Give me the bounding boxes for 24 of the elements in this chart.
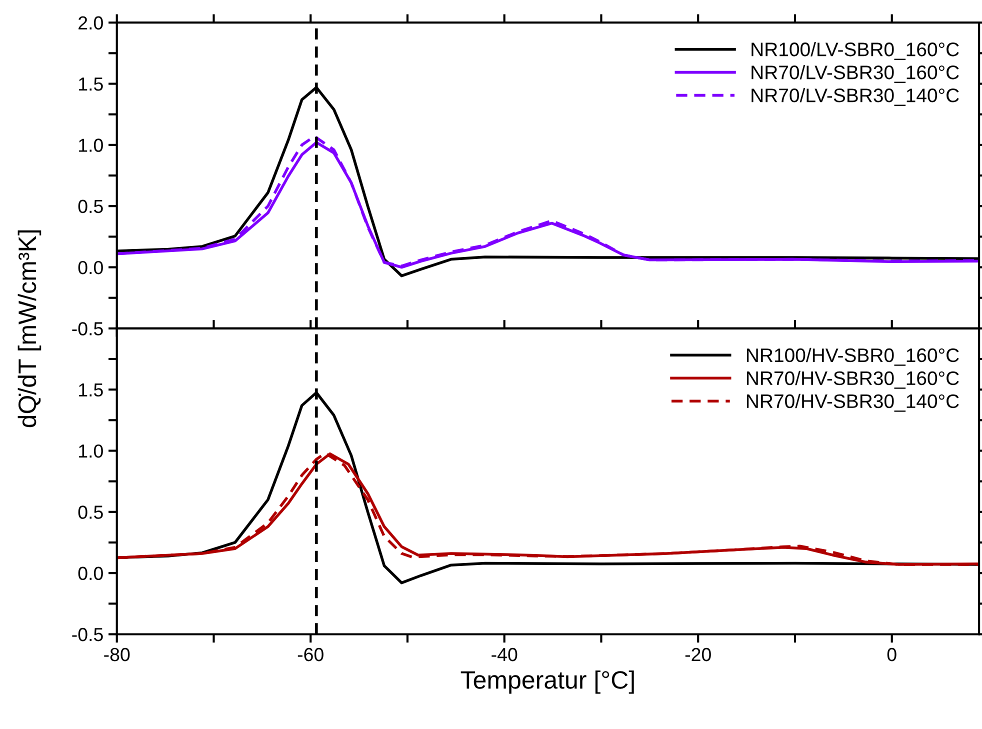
legend-label: NR70/HV-SBR30_160°C	[746, 370, 959, 389]
y-tick-label: 2.0	[78, 16, 103, 30]
y-tick-label: 1.0	[79, 444, 103, 458]
x-axis-title: Temperatur [°C]	[460, 670, 634, 694]
x-tick-label: -80	[104, 648, 130, 662]
y-tick-label: 1.5	[79, 383, 103, 397]
y-tick-label: 0.5	[78, 200, 103, 214]
y-axis-title: dQ̇/dT [mW/cm³K]	[18, 230, 42, 428]
x-tick-label: -60	[298, 648, 324, 662]
x-tick-label: 0	[887, 648, 896, 662]
y-tick-label: 0.5	[78, 506, 103, 519]
x-tick-label: -20	[685, 648, 711, 662]
x-tick-label: -40	[492, 648, 518, 662]
y-tick-label: 1.5	[79, 78, 103, 91]
y-tick-label: -0.5	[72, 628, 103, 642]
legend-label: NR70/LV-SBR30_160°C	[752, 65, 959, 83]
legend-label: NR70/HV-SBR30_140°C	[746, 394, 959, 412]
legend-label: NR100/LV-SBR0_160°C	[752, 42, 959, 60]
y-tick-label: -0.5	[72, 322, 103, 336]
y-tick-label: 1.0	[79, 138, 103, 152]
legend-label: NR100/HV-SBR0_160°C	[746, 348, 959, 366]
y-tick-label: 0.0	[78, 566, 103, 580]
y-tick-label: 0.0	[78, 260, 103, 274]
legend-label: NR70/LV-SBR30_140°C	[752, 88, 959, 106]
